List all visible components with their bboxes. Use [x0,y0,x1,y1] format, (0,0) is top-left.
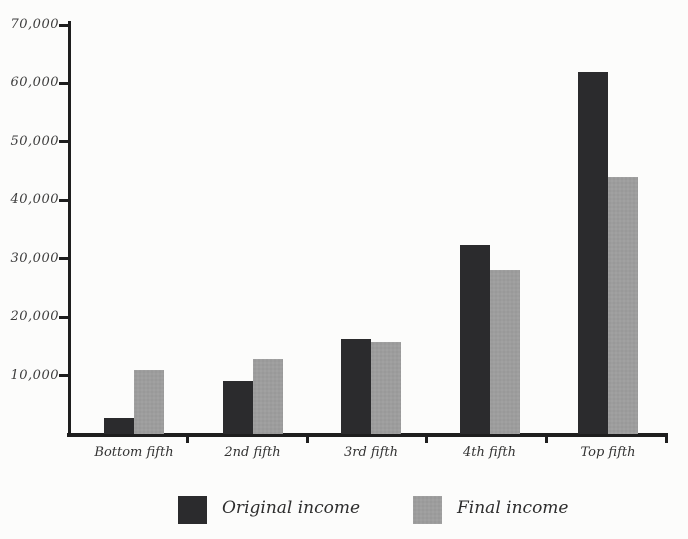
x-axis-tick [305,435,309,443]
bar-final-income-3rd-fifth [371,341,401,434]
y-axis-tick-60-000 [59,81,69,85]
y-axis-tick-10-000 [59,374,69,378]
chart-legend: Original income Final income [0,470,688,539]
y-tick-label: 30,000 [10,250,59,266]
legend-label-final-income: Final income [457,498,569,518]
legend-swatch-original-income [178,496,207,524]
bar-final-income-4th-fifth [489,270,520,434]
y-tick-label: 50,000 [10,133,59,149]
y-axis-tick-20-000 [59,315,69,319]
x-category-label-bottom-fifth: Bottom fifth [94,445,174,460]
x-category-label-4th-fifth: 4th fifth [462,445,517,460]
y-axis-tick-50-000 [59,140,69,144]
y-axis-line [68,21,71,437]
bar-original-income-4th-fifth [459,244,490,434]
bar-final-income-2nd-fifth [252,359,283,434]
bar-original-income-2nd-fifth [222,381,253,434]
bar-final-income-bottom-fifth [134,369,164,434]
x-axis-tick [425,435,429,443]
y-tick-label: 40,000 [10,192,59,208]
legend-label-original-income: Original income [222,498,361,518]
y-tick-label: 20,000 [10,309,59,325]
y-tick-label: 60,000 [10,75,59,91]
y-axis-tick-30-000 [59,257,69,261]
x-category-label-2nd-fifth: 2nd fifth [224,445,281,460]
bar-original-income-3rd-fifth [341,339,371,434]
bar-original-income-bottom-fifth [104,417,134,434]
x-category-label-3rd-fifth: 3rd fifth [343,445,399,460]
plot-area: 10,000 20,000 30,000 40,000 50,000 60,000 70,0… [10,17,668,460]
legend-swatch-final-income [413,496,442,524]
x-axis-line [67,433,668,437]
y-axis-tick-70-000 [59,23,69,27]
y-tick-label: 70,000 [10,17,59,32]
bar-final-income-top-fifth [608,176,638,434]
y-axis-tick-40-000 [59,198,69,202]
y-tick-label: 10,000 [10,367,59,383]
x-axis-tick [544,435,548,443]
x-category-label-top-fifth: Top fifth [580,445,636,460]
x-axis-tick [186,435,190,443]
bar-original-income-top-fifth [578,71,608,434]
x-axis-tick [664,435,668,443]
